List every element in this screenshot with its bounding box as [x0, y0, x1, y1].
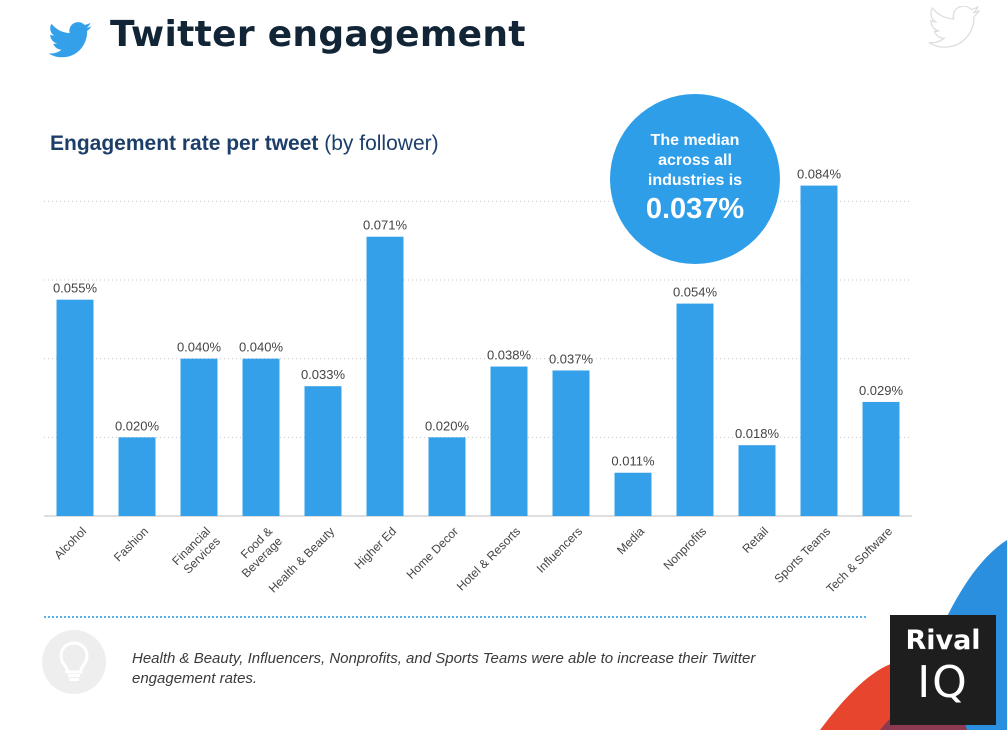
- section-divider: [44, 616, 866, 618]
- lightbulb-badge: [42, 630, 106, 694]
- data-label: 0.033%: [301, 367, 346, 382]
- bar: [552, 370, 590, 516]
- data-label: 0.040%: [239, 340, 284, 355]
- category-label: Fashion: [111, 524, 151, 564]
- category-label: Media: [614, 524, 647, 557]
- category-label: Higher Ed: [351, 524, 399, 572]
- data-label: 0.020%: [115, 418, 160, 433]
- category-label: Home Decor: [404, 524, 462, 582]
- data-label: 0.055%: [53, 281, 98, 296]
- bar: [242, 358, 280, 516]
- data-label: 0.029%: [859, 383, 904, 398]
- category-label: Health & Beauty: [266, 524, 337, 595]
- bar: [490, 366, 528, 516]
- bar: [614, 472, 652, 516]
- bar: [862, 401, 900, 516]
- twitter-bird-icon: [48, 22, 92, 58]
- category-label: Alcohol: [51, 524, 89, 562]
- bar: [676, 303, 714, 516]
- rival-iq-logo: Rival IQ: [890, 615, 996, 725]
- footnote: Health & Beauty, Influencers, Nonprofits…: [132, 650, 756, 687]
- data-label: 0.020%: [425, 418, 470, 433]
- bar: [118, 437, 156, 516]
- median-text: The median across all industries is: [647, 132, 743, 189]
- rival-iq-logo-line1: Rival: [905, 625, 981, 656]
- lightbulb-icon: [59, 641, 89, 681]
- bar: [738, 445, 776, 516]
- bar: [428, 437, 466, 516]
- chart-subtitle-normal: (by follower): [324, 132, 439, 155]
- data-label: 0.011%: [611, 454, 655, 469]
- data-label: 0.084%: [797, 167, 842, 182]
- category-label: Influencers: [534, 524, 585, 575]
- data-label: 0.038%: [487, 348, 532, 363]
- data-label: 0.040%: [177, 340, 222, 355]
- bar: [56, 299, 94, 516]
- bar: [304, 386, 342, 516]
- median-callout: The median across all industries is 0.03…: [610, 94, 780, 264]
- data-label: 0.071%: [363, 218, 408, 233]
- page-title: Twitter engagement: [110, 14, 526, 55]
- median-value: 0.037%: [645, 193, 745, 225]
- category-label: Food &Beverage: [229, 524, 285, 580]
- data-label: 0.037%: [549, 351, 594, 366]
- rival-iq-logo-line2: IQ: [917, 657, 969, 708]
- data-label: 0.018%: [735, 426, 780, 441]
- bar: [180, 358, 218, 516]
- twitter-bird-outline-icon: [928, 6, 980, 48]
- bar: [366, 236, 404, 516]
- data-label: 0.054%: [673, 285, 718, 300]
- category-label: FinancialServices: [169, 524, 223, 578]
- chart-subtitle-bold: Engagement rate per tweet: [50, 132, 319, 155]
- category-label: Hotel & Resorts: [454, 524, 523, 593]
- bar-chart: 0.055% Alcohol 0.020% Fashion 0.040% Financia…: [44, 167, 912, 596]
- category-label: Nonprofits: [661, 524, 710, 573]
- bar: [800, 185, 838, 516]
- chart-subtitle: Engagement rate per tweet (by follower): [50, 132, 439, 156]
